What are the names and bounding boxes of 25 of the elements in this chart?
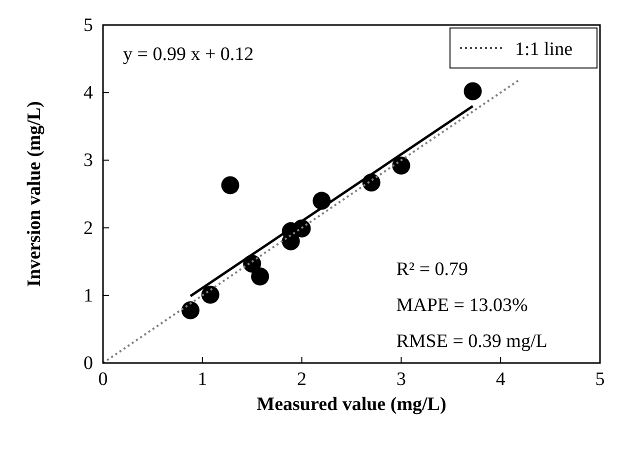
- point: [181, 301, 200, 320]
- y-tick-label: 0: [84, 353, 93, 374]
- y-axis-title: Inversion value (mg/L): [24, 101, 45, 287]
- y-tick-label: 4: [84, 82, 94, 104]
- x-axis-title: Measured value (mg/L): [256, 394, 446, 415]
- point: [201, 286, 220, 304]
- y-tick-label: 5: [84, 15, 93, 36]
- x-tick-label: 5: [595, 369, 605, 390]
- point: [221, 176, 240, 194]
- x-tick-label: 3: [396, 369, 406, 390]
- annotation: MAPE = 13.03%: [396, 295, 528, 316]
- point: [392, 156, 410, 175]
- annotation: y = 0.99 x + 0.12: [123, 44, 254, 65]
- x-tick-label: 0: [98, 369, 108, 390]
- point: [251, 267, 270, 286]
- x-tick-label: 1: [198, 369, 208, 390]
- y-tick-label: 1: [84, 285, 93, 306]
- point: [464, 82, 482, 100]
- series-label: 1:1 line: [515, 39, 573, 60]
- annotation: R² = 0.79: [396, 259, 468, 280]
- annotation: RMSE = 0.39 mg/L: [396, 331, 548, 352]
- y-tick-label: 3: [84, 150, 93, 172]
- y-tick-label: 2: [84, 218, 93, 239]
- x-tick-label: 4: [496, 369, 506, 390]
- x-tick-label: 2: [297, 369, 307, 390]
